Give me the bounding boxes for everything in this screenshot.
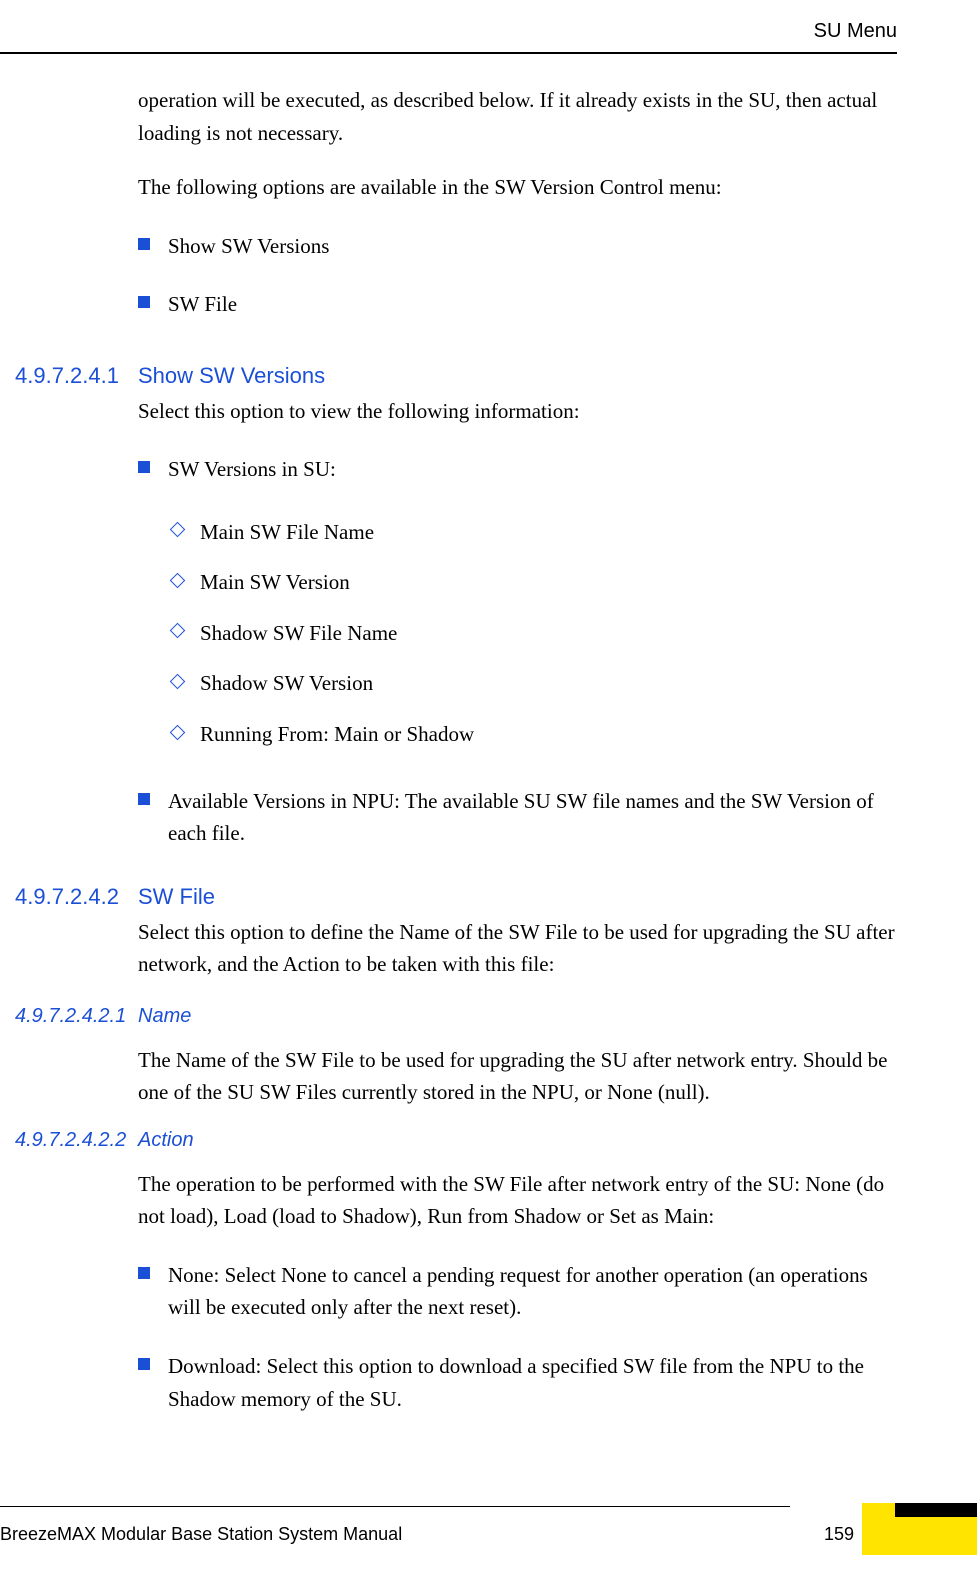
bullet-text: None: Select None to cancel a pending re… (168, 1259, 897, 1324)
subsection-heading: 4.9.7.2.4.2.2 Action (138, 1129, 897, 1152)
running-header: SU Menu (814, 20, 897, 43)
subsection-number: 4.9.7.2.4.2.2 (15, 1129, 126, 1152)
square-bullet-icon (138, 793, 150, 805)
subsection-number: 4.9.7.2.4.2.1 (15, 1005, 126, 1028)
intro-paragraph-1: operation will be executed, as described… (138, 84, 897, 149)
subsection-title: Action (138, 1129, 897, 1152)
footer-decoration-black (895, 1503, 977, 1517)
footer-manual-title: BreezeMAX Modular Base Station System Ma… (0, 1524, 402, 1545)
diamond-bullet-icon (170, 674, 184, 688)
square-bullet-icon (138, 461, 150, 473)
sub-list-item: Shadow SW Version (170, 667, 897, 700)
sub-list-item: Main SW Version (170, 566, 897, 599)
section-heading: 4.9.7.2.4.2 SW File (138, 884, 897, 910)
bullet-text: Main SW File Name (200, 516, 897, 549)
intro-paragraph-2: The following options are available in t… (138, 171, 897, 204)
bullet-text: Available Versions in NPU: The available… (168, 785, 897, 850)
list-item: SW Versions in SU: (138, 453, 897, 486)
diamond-bullet-icon (170, 573, 184, 587)
sub-list-item: Running From: Main or Shadow (170, 718, 897, 751)
diamond-bullet-icon (170, 624, 184, 638)
subsection-heading: 4.9.7.2.4.2.1 Name (138, 1005, 897, 1028)
subsection-title: Name (138, 1005, 897, 1028)
square-bullet-icon (138, 1358, 150, 1370)
bullet-text: Shadow SW File Name (200, 617, 897, 650)
section-heading: 4.9.7.2.4.1 Show SW Versions (138, 363, 897, 389)
footer-rule (0, 1506, 790, 1507)
section-number: 4.9.7.2.4.2 (15, 884, 119, 910)
intro-bullet: Show SW Versions (138, 230, 897, 263)
bullet-text: SW Versions in SU: (168, 453, 897, 486)
page-content: operation will be executed, as described… (138, 70, 897, 1415)
square-bullet-icon (138, 1267, 150, 1279)
square-bullet-icon (138, 296, 150, 308)
intro-bullet: SW File (138, 288, 897, 321)
square-bullet-icon (138, 238, 150, 250)
bullet-text: SW File (168, 288, 897, 321)
bullet-text: Main SW Version (200, 566, 897, 599)
list-item: Download: Select this option to download… (138, 1350, 897, 1415)
footer-page-number: 159 (824, 1524, 854, 1545)
section-title: Show SW Versions (138, 363, 325, 389)
section-paragraph: Select this option to view the following… (138, 395, 897, 428)
bullet-text: Shadow SW Version (200, 667, 897, 700)
header-rule (0, 52, 897, 54)
subsection-paragraph: The Name of the SW File to be used for u… (138, 1044, 897, 1109)
list-item: Available Versions in NPU: The available… (138, 785, 897, 850)
section-number: 4.9.7.2.4.1 (15, 363, 119, 389)
bullet-text: Running From: Main or Shadow (200, 718, 897, 751)
diamond-bullet-icon (170, 725, 184, 739)
section-title: SW File (138, 884, 215, 910)
diamond-bullet-icon (170, 523, 184, 537)
bullet-text: Download: Select this option to download… (168, 1350, 897, 1415)
bullet-text: Show SW Versions (168, 230, 897, 263)
sub-list-item: Shadow SW File Name (170, 617, 897, 650)
sub-list: Main SW File Name Main SW Version Shadow… (170, 516, 897, 751)
list-item: None: Select None to cancel a pending re… (138, 1259, 897, 1324)
section-paragraph: Select this option to define the Name of… (138, 916, 897, 981)
sub-list-item: Main SW File Name (170, 516, 897, 549)
subsection-paragraph: The operation to be performed with the S… (138, 1168, 897, 1233)
